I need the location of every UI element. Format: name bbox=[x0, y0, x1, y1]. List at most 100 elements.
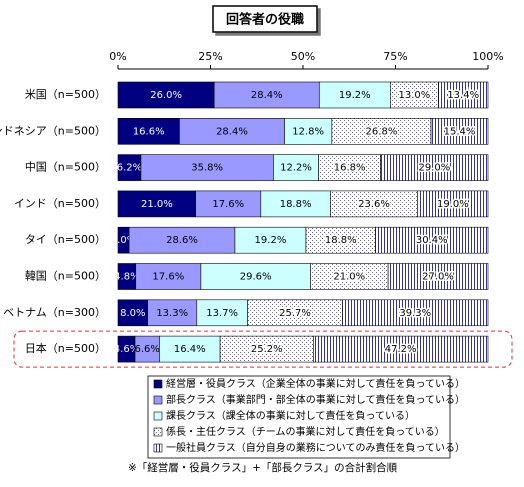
value-label: 13.3% bbox=[156, 308, 188, 319]
category-label: インド（n=500） bbox=[14, 197, 106, 210]
value-label: 23.6% bbox=[358, 199, 390, 210]
value-label: 13.0% bbox=[398, 90, 430, 101]
value-label: 12.8% bbox=[292, 126, 324, 137]
legend-swatch bbox=[153, 443, 163, 453]
legend-label: 一般社員クラス（自分自身の業務についてのみ責任を負っている） bbox=[166, 441, 465, 454]
bar-segment bbox=[140, 154, 274, 181]
legend-label: 課長クラス（課全体の事業に対して責任を負っている） bbox=[166, 409, 415, 422]
category-label: タイ（n=500） bbox=[25, 233, 106, 246]
x-tick-label: 50% bbox=[291, 50, 315, 63]
bar-segment bbox=[375, 226, 489, 254]
footnote: ※「経営層・役員クラス」+「部長クラス」の合計割合順 bbox=[128, 461, 398, 474]
title-box bbox=[212, 5, 318, 33]
legend-label: 部長クラス（事業部門・部全体の事業に対して責任を負っている） bbox=[166, 393, 465, 406]
value-label: 19.2% bbox=[339, 90, 371, 101]
value-label: 17.6% bbox=[152, 272, 184, 283]
value-label: 25.7% bbox=[279, 308, 311, 319]
value-label: 13.4% bbox=[447, 90, 479, 101]
bar-segment bbox=[387, 263, 489, 290]
bar-segment bbox=[318, 154, 382, 181]
bar-segment bbox=[310, 263, 389, 290]
bar-segment bbox=[135, 263, 202, 290]
bar-segment bbox=[117, 299, 148, 327]
value-label: 4.6% bbox=[114, 344, 139, 355]
value-label: 29.0% bbox=[418, 163, 450, 174]
value-label: 28.6% bbox=[166, 235, 198, 246]
legend-swatch bbox=[153, 427, 163, 437]
legend-swatch bbox=[153, 411, 163, 421]
x-tick-label: 100% bbox=[472, 50, 503, 63]
category-label: インドネシア（n=500） bbox=[0, 124, 106, 137]
bar-segment bbox=[117, 81, 215, 109]
value-label: 26.0% bbox=[150, 90, 182, 101]
value-label: 18.8% bbox=[325, 235, 357, 246]
bar-segment bbox=[219, 335, 314, 363]
category-label: ベトナム（n=300） bbox=[3, 306, 106, 319]
value-label: 25.2% bbox=[251, 344, 283, 355]
chart-title: 回答者の役職 bbox=[226, 12, 304, 28]
value-label: 30.4% bbox=[416, 235, 448, 246]
highlight-box bbox=[13, 330, 513, 368]
bar-segment bbox=[390, 81, 439, 109]
bar-segment bbox=[342, 299, 489, 327]
value-label: 16.8% bbox=[334, 163, 366, 174]
bar-segment bbox=[117, 190, 196, 218]
value-label: 19.0% bbox=[437, 199, 469, 210]
bar-segment bbox=[159, 335, 221, 363]
category-label: 日本（n=500） bbox=[25, 341, 106, 355]
value-label: 21.0% bbox=[333, 272, 365, 283]
legend-swatch bbox=[153, 395, 163, 405]
value-label: 16.6% bbox=[133, 126, 165, 137]
value-label: 8.0% bbox=[120, 308, 145, 319]
value-label: 28.4% bbox=[251, 90, 283, 101]
category-label: 中国（n=500） bbox=[25, 161, 106, 174]
bar-segment bbox=[260, 190, 331, 218]
bar-segment bbox=[330, 190, 419, 218]
bar-segment bbox=[195, 190, 262, 218]
bar-segment bbox=[331, 118, 432, 145]
value-label: 13.7% bbox=[206, 308, 238, 319]
value-label: 18.8% bbox=[280, 199, 312, 210]
legend-swatch bbox=[153, 379, 163, 389]
legend-label: 経営層・役員クラス（企業全体の事業に対して責任を負っている） bbox=[166, 377, 465, 390]
x-tick-label: 0% bbox=[109, 50, 126, 63]
legend-box bbox=[147, 375, 451, 459]
bar-segment bbox=[430, 118, 489, 145]
category-label: 米国（n=500） bbox=[25, 88, 106, 101]
value-label: 21.0% bbox=[141, 199, 173, 210]
value-label: 6.2% bbox=[117, 163, 142, 174]
legend-label: 係長・主任クラス（チームの事業に対して責任を負っている） bbox=[166, 425, 445, 438]
x-tick-label: 25% bbox=[198, 50, 222, 63]
bar-segment bbox=[417, 190, 489, 218]
value-label: 35.8% bbox=[191, 163, 223, 174]
value-label: 19.2% bbox=[255, 235, 287, 246]
bar-segment bbox=[438, 81, 489, 109]
bar-segment bbox=[196, 299, 248, 327]
value-label: 47.2% bbox=[385, 344, 417, 355]
bar-segment bbox=[134, 335, 160, 363]
bar-segment bbox=[273, 154, 319, 181]
value-label: 3.0% bbox=[111, 235, 136, 246]
bar-segment bbox=[147, 299, 198, 327]
value-label: 4.8% bbox=[114, 272, 139, 283]
value-label: 27.0% bbox=[422, 272, 454, 283]
value-label: 29.6% bbox=[240, 272, 272, 283]
value-label: 17.6% bbox=[212, 199, 244, 210]
value-label: 16.4% bbox=[174, 344, 206, 355]
bar-segment bbox=[318, 81, 391, 109]
bar-segment bbox=[128, 226, 236, 254]
value-label: 12.2% bbox=[280, 163, 312, 174]
bar-segment bbox=[313, 335, 489, 363]
bar-segment bbox=[247, 299, 343, 327]
bar-segment bbox=[305, 226, 376, 254]
x-tick-label: 75% bbox=[383, 50, 407, 63]
value-label: 28.4% bbox=[216, 126, 248, 137]
value-label: 6.6% bbox=[135, 344, 160, 355]
category-label: 韓国（n=500） bbox=[25, 270, 106, 283]
bar-segment bbox=[380, 154, 489, 181]
value-label: 39.3% bbox=[399, 308, 431, 319]
bar-segment bbox=[213, 81, 320, 109]
value-label: 26.8% bbox=[366, 126, 398, 137]
